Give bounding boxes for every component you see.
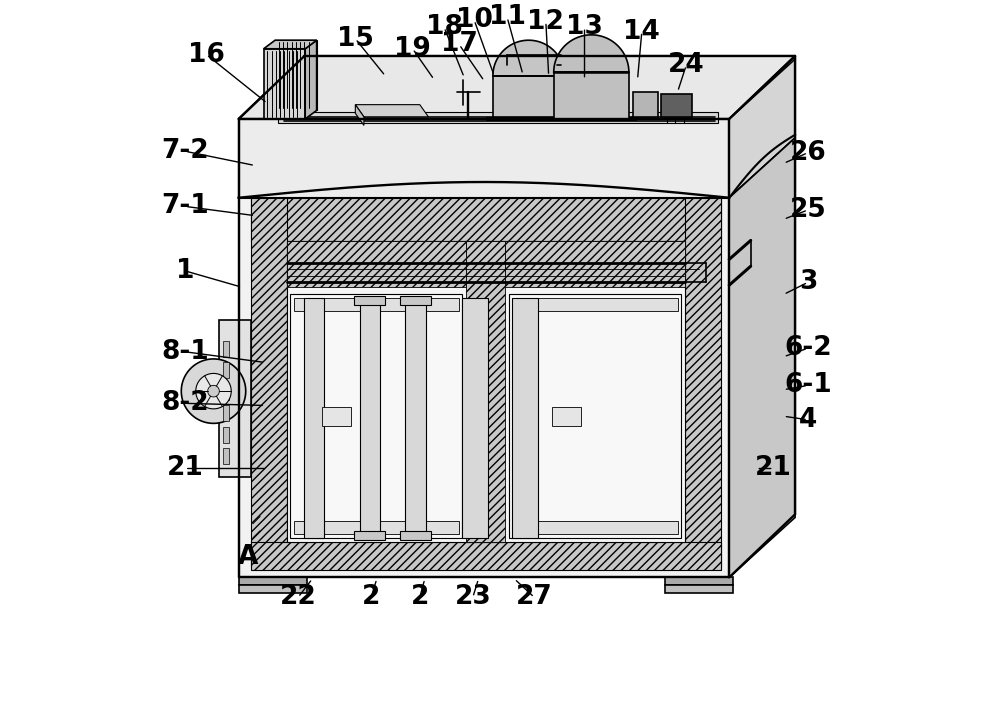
Text: 25: 25 (790, 197, 826, 223)
Text: 23: 23 (454, 584, 491, 610)
Text: 13: 13 (566, 14, 603, 40)
Polygon shape (239, 585, 307, 593)
Polygon shape (729, 56, 795, 578)
Polygon shape (264, 49, 305, 119)
Polygon shape (223, 406, 229, 421)
Polygon shape (208, 386, 219, 397)
Text: 26: 26 (790, 139, 826, 165)
Text: 6-2: 6-2 (784, 335, 832, 361)
Text: 2: 2 (362, 584, 380, 610)
Text: 11: 11 (489, 4, 526, 30)
Polygon shape (405, 298, 426, 538)
Polygon shape (264, 40, 317, 49)
Text: 18: 18 (426, 14, 463, 40)
Polygon shape (355, 105, 428, 117)
Polygon shape (729, 59, 795, 198)
Polygon shape (665, 578, 733, 585)
Polygon shape (554, 35, 629, 72)
Polygon shape (493, 40, 564, 76)
Polygon shape (239, 119, 729, 198)
Polygon shape (355, 105, 364, 126)
Polygon shape (633, 92, 658, 117)
Polygon shape (493, 76, 564, 117)
Polygon shape (287, 240, 466, 287)
Text: 15: 15 (337, 26, 374, 52)
Text: 19: 19 (394, 36, 431, 62)
Polygon shape (360, 298, 380, 538)
Polygon shape (290, 295, 462, 538)
Polygon shape (223, 448, 229, 464)
Polygon shape (665, 585, 733, 593)
Polygon shape (661, 94, 692, 117)
Polygon shape (554, 72, 629, 119)
Polygon shape (304, 298, 324, 538)
Polygon shape (505, 240, 685, 287)
Polygon shape (486, 117, 636, 121)
Polygon shape (466, 240, 505, 542)
Text: 1: 1 (176, 258, 194, 284)
Polygon shape (196, 373, 231, 409)
Text: A: A (238, 544, 258, 570)
Polygon shape (223, 341, 229, 357)
Polygon shape (251, 198, 287, 567)
Polygon shape (278, 112, 718, 123)
Text: 14: 14 (623, 19, 660, 45)
Polygon shape (685, 198, 721, 567)
Polygon shape (354, 531, 385, 540)
Polygon shape (513, 298, 678, 311)
Polygon shape (322, 407, 351, 425)
Text: 4: 4 (799, 406, 817, 432)
Text: 16: 16 (188, 42, 225, 68)
Text: 8-2: 8-2 (161, 391, 209, 417)
Polygon shape (219, 320, 251, 477)
Polygon shape (239, 56, 795, 119)
Text: 2: 2 (411, 584, 429, 610)
Polygon shape (509, 295, 681, 538)
Polygon shape (223, 384, 229, 400)
Text: 17: 17 (441, 32, 478, 58)
Polygon shape (251, 198, 721, 240)
Polygon shape (223, 362, 229, 378)
Polygon shape (239, 119, 729, 578)
Polygon shape (462, 298, 488, 538)
Text: 7-1: 7-1 (161, 193, 209, 219)
Polygon shape (294, 298, 459, 311)
Text: 21: 21 (166, 456, 203, 482)
Polygon shape (287, 240, 685, 542)
Text: 7-2: 7-2 (161, 138, 209, 164)
Polygon shape (513, 521, 678, 534)
Text: 27: 27 (516, 584, 553, 610)
Polygon shape (729, 138, 795, 198)
Polygon shape (354, 296, 385, 305)
Polygon shape (181, 359, 246, 423)
Polygon shape (305, 40, 317, 119)
Text: 22: 22 (280, 584, 316, 610)
Text: 6-1: 6-1 (784, 373, 832, 399)
Polygon shape (223, 427, 229, 443)
Text: 3: 3 (799, 269, 817, 295)
Polygon shape (552, 407, 581, 425)
Text: 21: 21 (755, 456, 792, 482)
Polygon shape (239, 578, 307, 585)
Text: 8-1: 8-1 (161, 339, 209, 365)
Text: 24: 24 (668, 52, 705, 78)
Polygon shape (400, 296, 431, 305)
Polygon shape (275, 40, 317, 110)
Polygon shape (400, 531, 431, 540)
Polygon shape (729, 138, 795, 578)
Text: 12: 12 (527, 9, 564, 35)
Polygon shape (512, 298, 538, 538)
Polygon shape (294, 521, 459, 534)
Polygon shape (251, 542, 721, 570)
Text: 10: 10 (456, 7, 493, 33)
